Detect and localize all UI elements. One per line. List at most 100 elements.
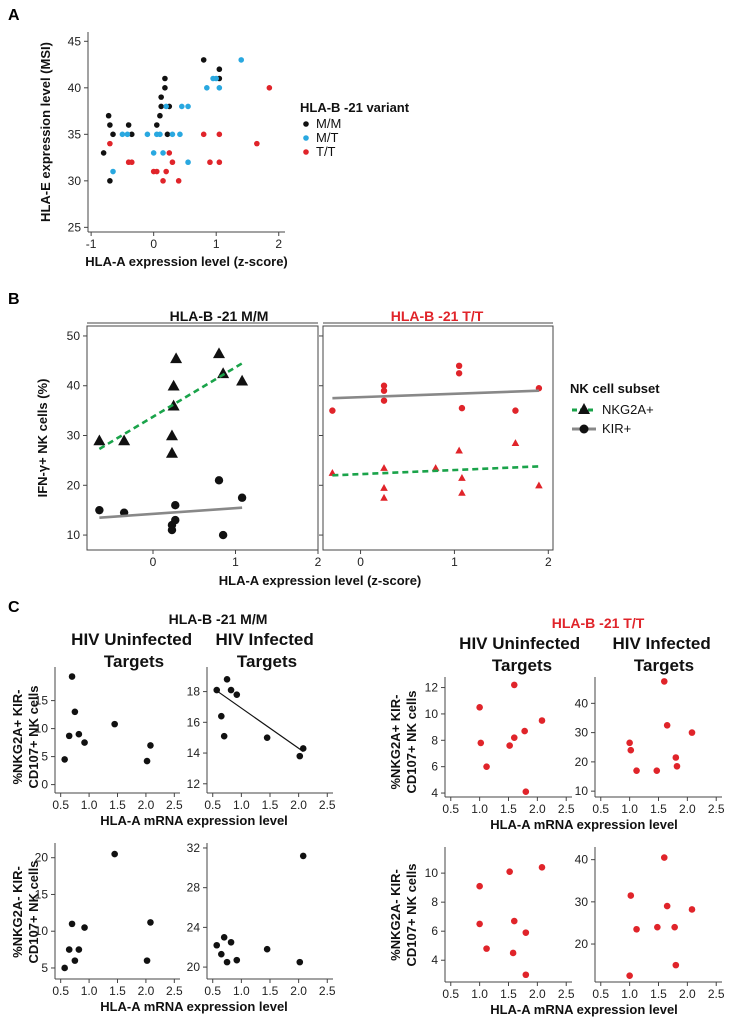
c-tt-inf-nkg2a+-x-tick-label: 0.5 bbox=[592, 802, 609, 816]
point bbox=[68, 673, 76, 680]
point bbox=[299, 745, 307, 752]
c-mm-uninf-nkg2a--y-tick-label: 20 bbox=[35, 851, 49, 865]
point-nkg2a bbox=[165, 446, 178, 458]
point-kir bbox=[237, 493, 247, 502]
point bbox=[506, 868, 513, 875]
row1-ylabel-line1-mm: %NKG2A+ KIR- bbox=[10, 690, 25, 785]
c-tt-uninf-nkg2a--y-tick-label: 6 bbox=[431, 924, 438, 938]
point-mt bbox=[179, 103, 185, 110]
point bbox=[626, 739, 633, 747]
c-mm-uninf-nkg2a--x-tick-label: 1.5 bbox=[109, 984, 126, 998]
point bbox=[81, 924, 88, 931]
point bbox=[663, 721, 671, 729]
c-mm-uninf-nkg2a+-x-tick-label: 2.0 bbox=[138, 798, 155, 812]
panel-a-y-tick-label: 40 bbox=[68, 81, 82, 95]
panel-b-mm-y-tick-label: 40 bbox=[67, 379, 81, 393]
c-tt-uninf-nkg2a+-y-tick-label: 10 bbox=[425, 707, 439, 721]
point-mm bbox=[107, 122, 113, 128]
c-tt-inf-nkg2a+-x-tick-label: 2.0 bbox=[679, 802, 696, 816]
point bbox=[476, 882, 483, 890]
point-kir bbox=[171, 515, 180, 525]
row1-ylabel-line1-tt: %NKG2A+ KIR- bbox=[388, 695, 403, 790]
c-tt-uninf-nkg2a--x-tick-label: 2.0 bbox=[529, 987, 546, 1001]
point bbox=[296, 752, 304, 760]
point bbox=[522, 929, 530, 936]
point-mt bbox=[185, 103, 191, 110]
point bbox=[227, 686, 235, 694]
point bbox=[111, 720, 118, 728]
point bbox=[263, 945, 271, 953]
c-mm-uninf-nkg2a+-y-tick-label: 5 bbox=[41, 750, 48, 764]
point-mt bbox=[216, 85, 223, 91]
facet-title-mm: HLA-B -21 M/M bbox=[170, 308, 269, 324]
c-mm-uninf-nkg2a--x-tick-label: 1.0 bbox=[81, 984, 98, 998]
point-nkg2a bbox=[431, 464, 440, 471]
c-tt-uninf-nkg2a--x-tick-label: 0.5 bbox=[442, 987, 459, 1001]
point-kir bbox=[167, 525, 177, 535]
panel-c-group-title-tt: HLA-B -21 T/T bbox=[552, 615, 645, 631]
c-mm-uninf-nkg2a--x-tick-label: 2.5 bbox=[166, 984, 183, 998]
point-mt bbox=[119, 131, 126, 138]
point-mt bbox=[213, 75, 220, 82]
point-nkg2a bbox=[455, 446, 463, 454]
point-nkg2a bbox=[511, 439, 520, 447]
row1-ylabel-line2-mm: CD107+ NK cells bbox=[26, 686, 41, 789]
panel-b-tt-x-tick-label: 0 bbox=[357, 555, 364, 569]
point-mm bbox=[157, 112, 163, 119]
point bbox=[627, 892, 635, 899]
panel-b-legend-title: NK cell subset bbox=[570, 381, 660, 396]
point bbox=[81, 739, 88, 746]
point bbox=[510, 681, 518, 689]
c-mm-inf-nkg2a+-y-tick-label: 14 bbox=[187, 746, 201, 760]
c-tt-inf-nkg2a+-x-tick-label: 1.5 bbox=[650, 802, 667, 816]
row1-ylabel-line2-tt: CD107+ NK cells bbox=[404, 691, 419, 794]
col-title-text: HIV Uninfected bbox=[459, 634, 580, 653]
panel-a-axes: -1 0 1 2 25 30 35 40 45 bbox=[68, 32, 285, 251]
c-mm-uninf-nkg2a+-y-tick-label: 15 bbox=[35, 694, 49, 708]
panel-a-x-tick-label: 0 bbox=[150, 237, 157, 251]
fit-line bbox=[216, 690, 304, 753]
c-mm-inf-nkg2a+-x-tick-label: 2.0 bbox=[290, 798, 307, 812]
c-mm-inf-nkg2a--y-tick-label: 28 bbox=[187, 881, 201, 895]
point-nkg2a bbox=[380, 464, 388, 471]
panel-a-legend-title: HLA-B -21 variant bbox=[300, 100, 410, 115]
point-mm bbox=[158, 103, 164, 110]
col-title-text: HIV Uninfected bbox=[71, 630, 192, 649]
legend-tt-label: T/T bbox=[316, 144, 336, 159]
point bbox=[218, 950, 225, 958]
col-title-tt-infected: HIV Infected Targets bbox=[613, 634, 716, 675]
point-kir bbox=[455, 370, 463, 377]
c-tt-uninf-nkg2a+-x-tick-label: 2.0 bbox=[529, 802, 546, 816]
c-mm-uninf-nkg2a--x-tick-label: 2.0 bbox=[138, 984, 155, 998]
c-mm-inf-nkg2a+-x-tick-label: 1.0 bbox=[233, 798, 250, 812]
col-title-text-line2: Targets bbox=[104, 652, 164, 671]
point-tt bbox=[169, 159, 176, 166]
c-mm-inf-nkg2a+-y-tick-label: 16 bbox=[187, 715, 201, 729]
point-mt bbox=[157, 131, 163, 138]
c-mm-inf-nkg2a+-x-tick-label: 1.5 bbox=[262, 798, 279, 812]
point bbox=[476, 920, 483, 928]
point-tt bbox=[153, 168, 160, 175]
point bbox=[688, 906, 696, 913]
c-mm-uninf-nkg2a+-x-tick-label: 1.5 bbox=[109, 798, 126, 812]
row2-ylabel-line1-mm: %NKG2A- KIR- bbox=[10, 866, 25, 958]
row2-ylabel-line2-tt: CD107+ NK cells bbox=[404, 864, 419, 967]
panel-a-letter: A bbox=[8, 7, 20, 24]
c-mm-inf-nkg2a+-x-tick-label: 0.5 bbox=[204, 798, 221, 812]
point-mm bbox=[164, 131, 171, 138]
point bbox=[483, 945, 490, 952]
point-kir bbox=[214, 476, 224, 485]
point-tt bbox=[128, 159, 135, 166]
point bbox=[61, 964, 68, 972]
c-mm-inf-nkg2a--x-tick-label: 1.5 bbox=[262, 984, 279, 998]
c-mm-inf-nkg2a+-axes: 0.5 1.0 1.5 2.0 2.5 12 14 16 18 bbox=[187, 667, 336, 812]
c-tt-inf-nkg2a+-x-tick-label: 2.5 bbox=[708, 802, 725, 816]
legend-tt-marker bbox=[303, 149, 309, 155]
fit-line-kir bbox=[99, 506, 243, 519]
point-kir bbox=[380, 397, 388, 404]
panel-b-mm-y-tick-label: 30 bbox=[67, 429, 81, 443]
point-mm bbox=[158, 94, 164, 100]
point bbox=[143, 957, 151, 964]
panel-a-x-tick-label: -1 bbox=[86, 237, 97, 251]
